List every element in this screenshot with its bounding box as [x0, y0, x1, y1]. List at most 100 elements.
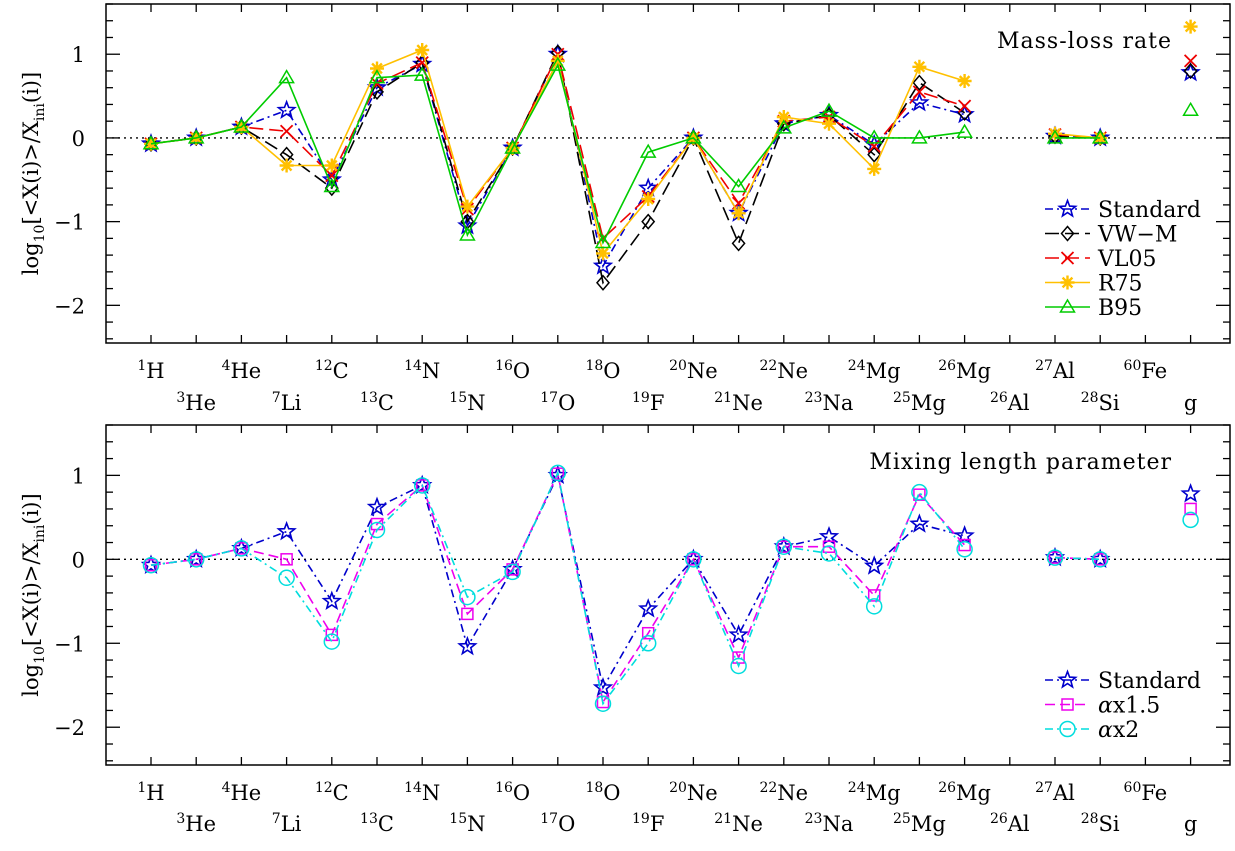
legend-marker	[1060, 275, 1075, 290]
data-point	[142, 556, 160, 574]
plot-frame	[105, 3, 1231, 344]
isotope-label: 7Li	[272, 811, 302, 836]
isotope-label: 16O	[495, 358, 530, 383]
data-point	[867, 589, 881, 602]
data-point	[867, 161, 882, 176]
data-point	[685, 551, 702, 568]
data-point	[592, 677, 614, 697]
isotope-label: 1H	[137, 358, 164, 383]
data-point	[323, 177, 341, 193]
data-point	[413, 477, 431, 494]
data-point	[956, 123, 973, 138]
legend-entry: Standard	[1045, 198, 1201, 223]
data-point	[280, 553, 293, 566]
isotope-label: 23Na	[805, 390, 854, 415]
data-point	[459, 588, 476, 606]
data-point	[685, 129, 702, 144]
isotope-label: 17O	[540, 390, 575, 415]
data-point	[323, 633, 341, 650]
series-line	[150, 49, 1101, 285]
data-point	[549, 56, 567, 71]
legend-entry: αx1.5	[1045, 694, 1160, 719]
data-point	[142, 135, 160, 150]
data-point	[233, 118, 250, 133]
isotope-label: 3He	[176, 811, 216, 836]
legend-entry: Standard	[1045, 669, 1201, 694]
isotope-label: 25Mg	[893, 390, 946, 415]
data-point	[415, 43, 430, 57]
data-point	[732, 651, 745, 664]
series-αx1.5	[144, 467, 1197, 709]
isotope-label: 25Mg	[893, 811, 946, 836]
data-point	[730, 657, 747, 675]
data-point	[1046, 129, 1064, 144]
series-αx2	[142, 464, 1199, 712]
data-point	[820, 102, 838, 117]
data-point	[687, 553, 700, 566]
data-point	[1183, 54, 1198, 68]
isotope-label: 24Mg	[848, 358, 901, 383]
isotope-label: 14N	[404, 358, 440, 383]
data-point	[276, 520, 297, 541]
isotope-label: 27Al	[1035, 358, 1075, 383]
data-point	[276, 99, 297, 120]
data-point	[1183, 62, 1198, 80]
isotope-label: 15N	[449, 811, 485, 836]
legend-label: αx1.5	[1098, 694, 1160, 719]
data-point	[460, 199, 475, 214]
data-point	[187, 129, 205, 144]
data-point	[776, 110, 791, 124]
isotope-label: 15N	[449, 390, 485, 415]
legend-entry: R75	[1045, 272, 1143, 297]
data-point	[415, 479, 429, 492]
data-point	[775, 538, 793, 555]
data-point	[551, 467, 565, 480]
isotope-label: 24Mg	[848, 780, 901, 805]
data-point	[550, 53, 565, 68]
data-point	[504, 563, 521, 581]
data-point	[957, 74, 972, 88]
isotope-label: g	[1184, 391, 1197, 415]
isotope-label: 18O	[585, 780, 620, 805]
data-point	[1184, 502, 1197, 516]
data-point	[594, 234, 612, 249]
data-point	[639, 143, 657, 158]
data-point	[187, 551, 205, 568]
data-point	[1182, 511, 1199, 529]
data-point	[911, 483, 928, 501]
data-point	[865, 129, 883, 144]
data-point	[1180, 61, 1201, 82]
data-point	[321, 169, 343, 189]
data-point	[775, 119, 793, 134]
data-point	[594, 695, 612, 712]
y-tick-label: −1	[54, 211, 85, 235]
data-point	[863, 555, 885, 575]
data-point	[818, 525, 840, 546]
isotope-label: 23Na	[805, 811, 854, 836]
series-B95	[142, 56, 1199, 249]
data-point	[279, 158, 294, 173]
data-point	[278, 69, 295, 84]
legend-label: VW−M	[1097, 223, 1177, 248]
legend-label: B95	[1098, 296, 1142, 321]
data-point	[730, 177, 747, 193]
data-point	[1183, 19, 1198, 34]
legend-label: R75	[1098, 272, 1143, 297]
isotope-label: 19F	[632, 811, 664, 836]
legend-entry: αx2	[1045, 718, 1139, 743]
isotope-label: 22Ne	[759, 358, 808, 383]
data-point	[1046, 549, 1064, 566]
data-point	[911, 129, 928, 144]
data-point	[637, 177, 659, 197]
isotope-label: 3He	[176, 390, 216, 415]
data-point	[368, 521, 386, 539]
data-point	[731, 206, 746, 221]
data-point	[912, 74, 927, 91]
y-axis-label: log10[<X(i)>/Xini(i)]	[19, 493, 48, 696]
data-point	[641, 192, 656, 206]
data-point	[1048, 126, 1062, 141]
data-point	[279, 124, 294, 138]
data-point	[822, 540, 836, 553]
isotope-label: 12C	[315, 780, 349, 805]
